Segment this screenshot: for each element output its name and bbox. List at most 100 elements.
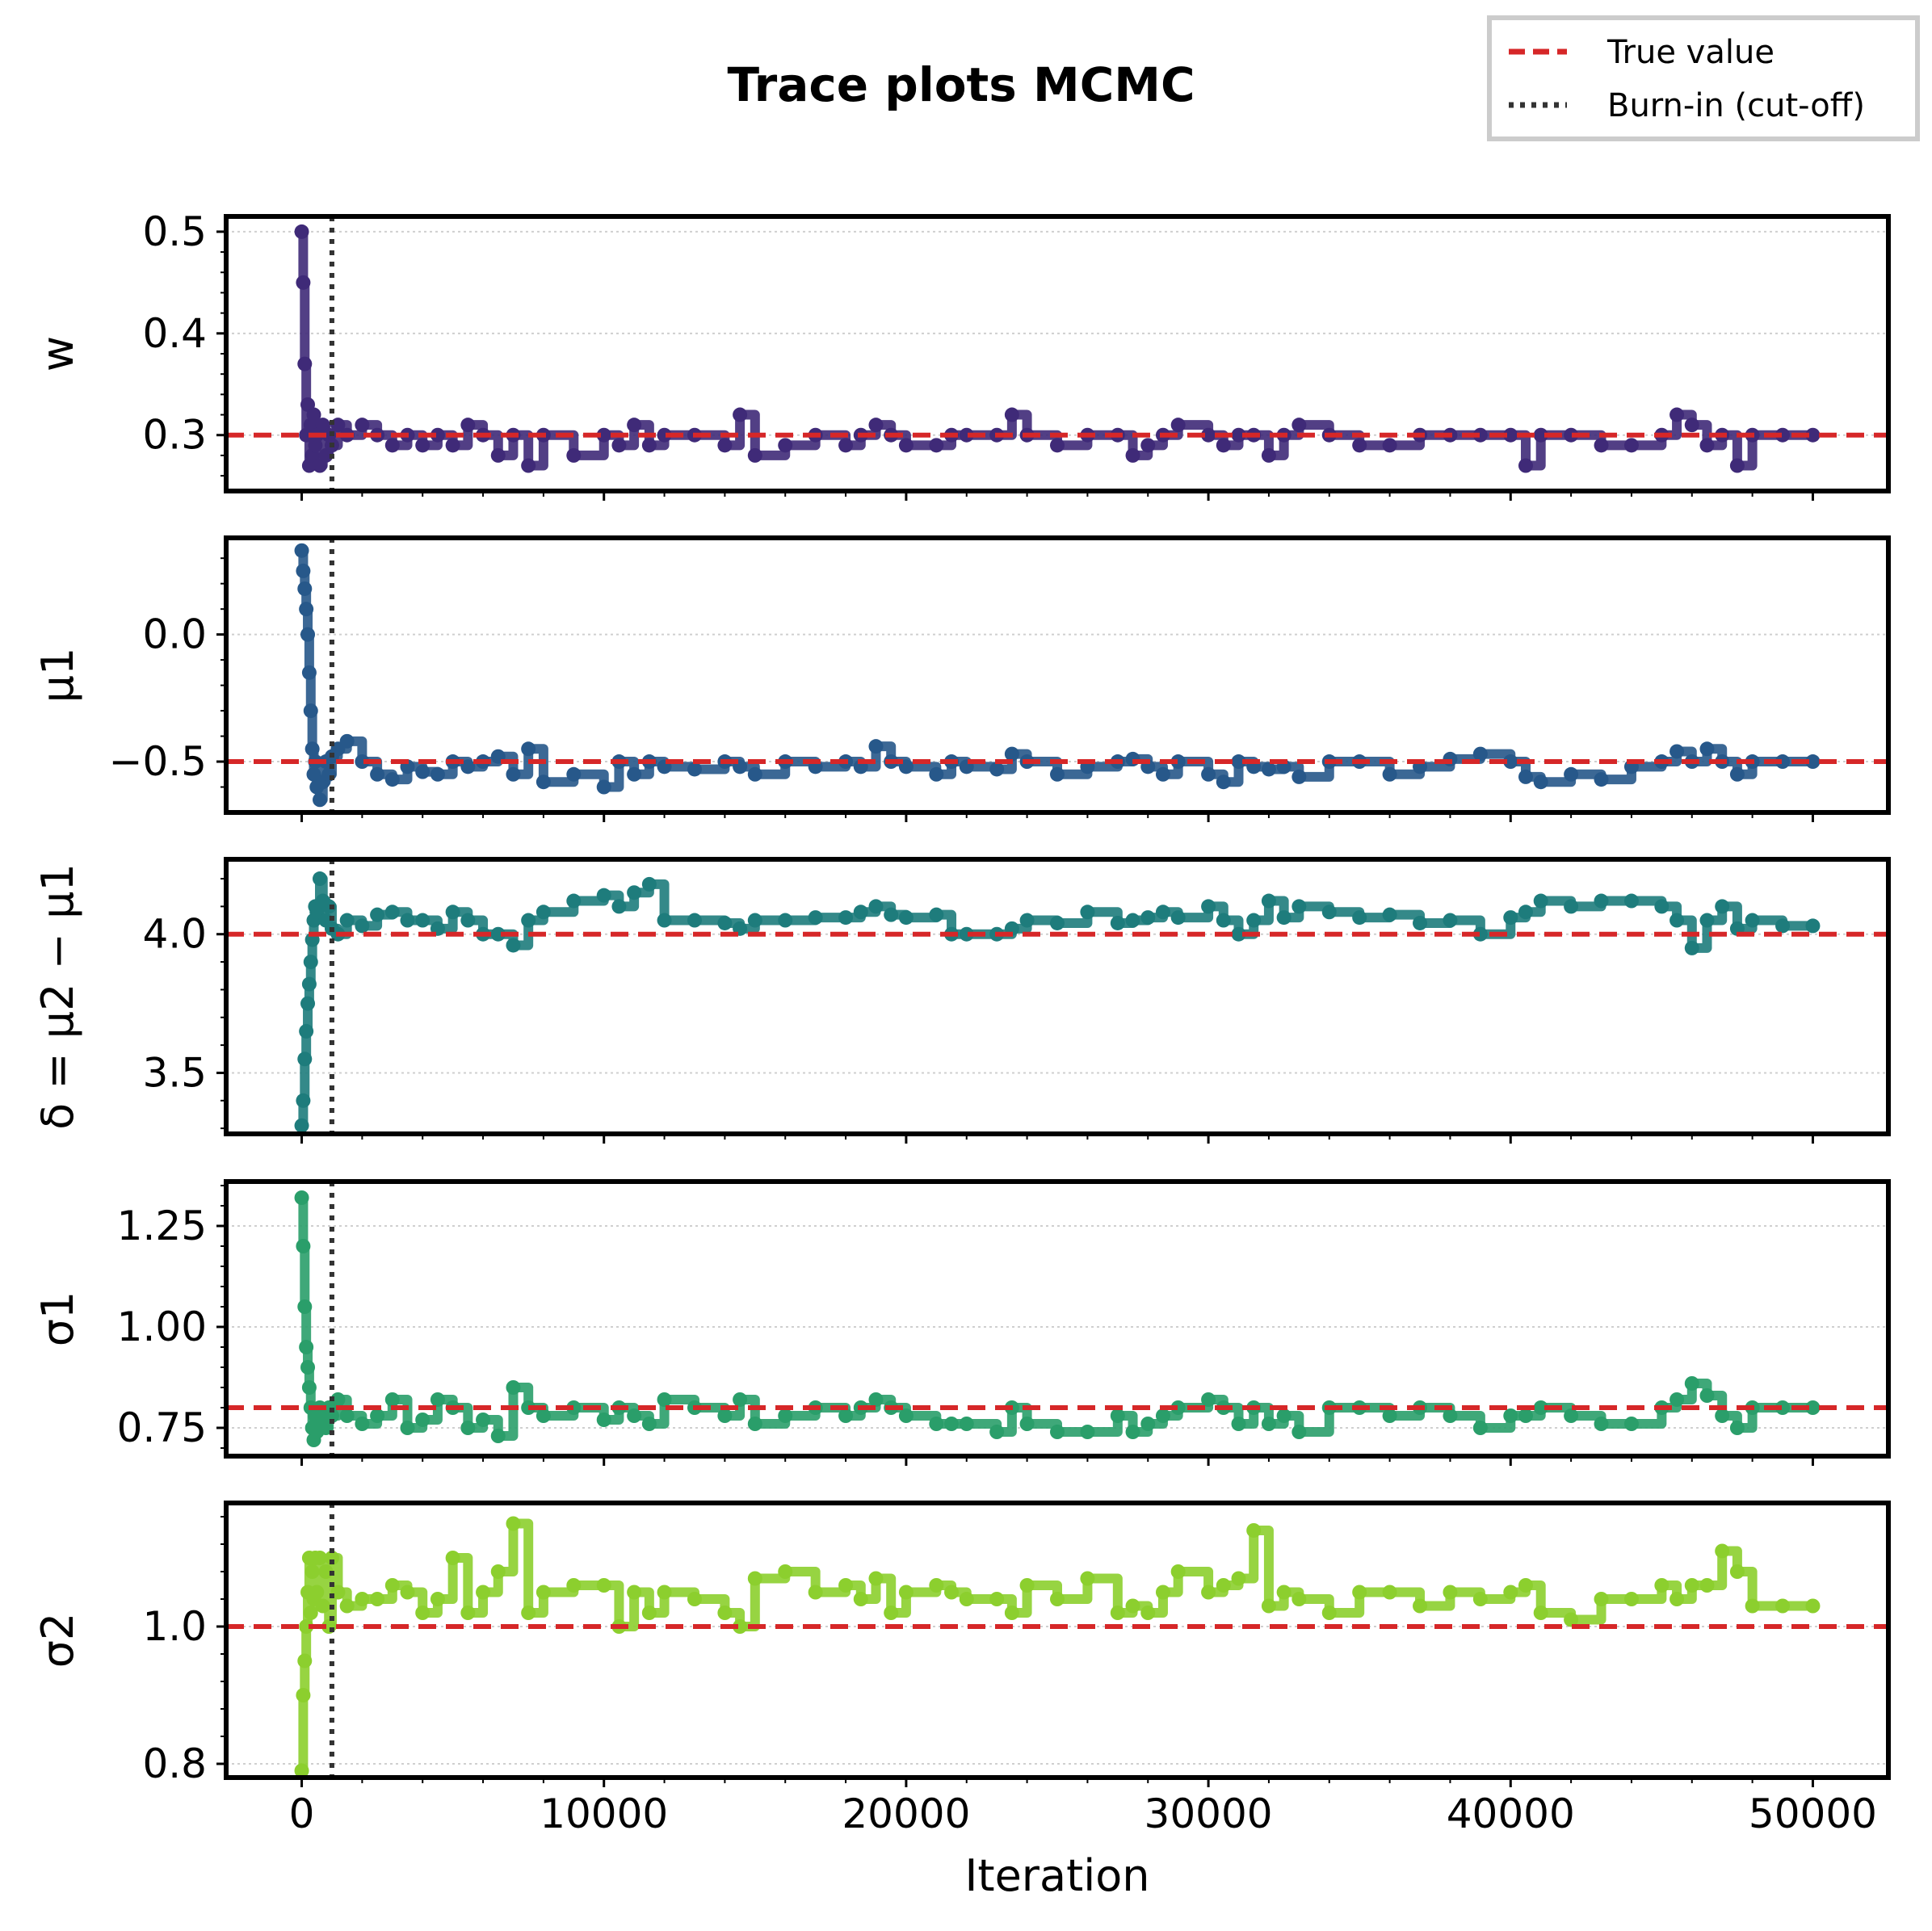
sigma2-sample-point	[1231, 1571, 1246, 1586]
mu1-sample-point	[297, 581, 313, 596]
sigma2-xtick-label: 40000	[1447, 1790, 1575, 1837]
delta-sample-point	[312, 871, 327, 887]
sigma1-sample-point	[733, 1392, 748, 1407]
sigma1-sample-point	[627, 1408, 642, 1423]
w-sample-point	[1518, 458, 1533, 473]
delta-sample-point	[1684, 940, 1699, 955]
delta-sample-point	[596, 888, 611, 903]
sigma1-sample-point	[1050, 1425, 1065, 1439]
w-sample-point	[1231, 427, 1246, 443]
sigma2-xtick-label: 20000	[842, 1790, 970, 1837]
sigma1-sample-point	[1503, 1408, 1518, 1423]
delta-sample-point	[536, 905, 551, 920]
mu1-sample-point	[596, 779, 611, 795]
sigma1-sample-point	[1623, 1417, 1639, 1431]
w-sample-point	[1564, 427, 1579, 443]
sigma2-sample-point	[1276, 1585, 1292, 1600]
delta-sample-point	[1382, 907, 1397, 922]
delta-sample-point	[294, 1118, 309, 1133]
x-axis-label: Iteration	[964, 1850, 1149, 1901]
delta-sample-point	[657, 913, 672, 928]
sigma1-sample-point	[868, 1392, 884, 1407]
sigma1-sample-point	[959, 1417, 974, 1431]
mu1-sample-point	[296, 563, 311, 578]
w-sample-point	[641, 438, 657, 453]
sigma2-sample-point	[1729, 1564, 1745, 1579]
sigma2-sample-point	[339, 1598, 355, 1614]
sigma2-sample-point	[299, 1619, 314, 1634]
sigma1-sample-point	[929, 1417, 944, 1431]
sigma2-sample-point	[566, 1578, 582, 1593]
w-sample-point	[297, 356, 313, 372]
sigma2-sample-point	[959, 1592, 974, 1606]
sigma2-ytick-label: 0.8	[142, 1740, 207, 1787]
mu1-sample-point	[868, 739, 884, 754]
mu1-sample-point	[1050, 766, 1065, 782]
delta-sample-point	[297, 1052, 313, 1067]
mu1-sample-point	[506, 766, 521, 782]
sigma2-sample-point	[1594, 1592, 1609, 1606]
delta-sample-point	[301, 976, 317, 992]
sigma2-sample-point	[1321, 1606, 1337, 1620]
sigma1-ytick-label: 1.25	[117, 1203, 207, 1249]
delta-sample-point	[1654, 899, 1670, 914]
w-sample-point	[1729, 458, 1745, 473]
delta-sample-point	[687, 913, 702, 928]
delta-sample-point	[300, 996, 316, 1011]
sigma1-sample-point	[415, 1413, 430, 1427]
sigma1-sample-point	[430, 1392, 445, 1407]
w-sample-point	[611, 438, 627, 453]
w-sample-point	[657, 427, 672, 443]
mu1-sample-point	[301, 665, 317, 680]
sigma2-sample-point	[1155, 1585, 1170, 1600]
sigma2-sample-point	[1699, 1578, 1715, 1593]
mu1-sample-point	[929, 766, 944, 782]
panel-mu1: −0.5 0.0 μ1	[32, 535, 1891, 822]
delta-sample-point	[400, 913, 415, 928]
sigma2-sample-point	[1518, 1578, 1533, 1593]
sigma2-sample-point	[476, 1585, 491, 1600]
delta-sample-point	[415, 913, 430, 928]
delta-sample-point	[1216, 913, 1231, 928]
sigma2-sample-point	[1443, 1585, 1458, 1600]
sigma1-sample-point	[1231, 1417, 1246, 1431]
w-sample-point	[294, 224, 309, 239]
mu1-sample-point	[1503, 754, 1518, 770]
mu1-sample-point	[339, 733, 355, 749]
sigma2-sample-point	[521, 1606, 536, 1620]
sigma1-sample-point	[989, 1425, 1005, 1439]
mu1-sample-point	[1170, 754, 1186, 770]
w-sample-point	[1670, 407, 1685, 422]
mu1-ytick-label: 0.0	[142, 611, 207, 658]
delta-sample-point	[627, 885, 642, 900]
mu1-sample-point	[1729, 766, 1745, 782]
mu1-sample-point	[687, 762, 702, 777]
delta-sample-point	[1472, 926, 1488, 942]
sigma1-sample-point	[657, 1392, 672, 1407]
sigma1-sample-point	[1670, 1392, 1685, 1407]
w-sample-point	[1594, 438, 1609, 453]
delta-ytick-label: 3.5	[142, 1049, 207, 1096]
sigma2-sample-point	[355, 1592, 370, 1606]
sigma1-sample-point	[1805, 1400, 1821, 1415]
mu1-sample-point	[460, 759, 476, 774]
sigma2-sample-point	[1140, 1606, 1156, 1620]
sigma1-sample-point	[476, 1413, 491, 1427]
w-sample-point	[355, 418, 370, 433]
delta-sample-point	[838, 910, 854, 926]
sigma2-sample-point	[1125, 1598, 1140, 1614]
mu1-sample-point	[430, 766, 445, 782]
sigma1-sample-point	[944, 1417, 960, 1431]
delta-sample-point	[1352, 910, 1367, 926]
sigma1-sample-point	[506, 1380, 521, 1395]
delta-sample-point	[1745, 913, 1760, 928]
sigma1-sample-point	[641, 1417, 657, 1431]
delta-sample-point	[1715, 899, 1730, 914]
delta-sample-point	[1503, 910, 1518, 926]
sigma1-sample-point	[1140, 1417, 1156, 1431]
sigma2-sample-point	[490, 1564, 506, 1579]
delta-sample-point	[1050, 915, 1065, 930]
sigma2-sample-point	[1503, 1585, 1518, 1600]
sigma1-sample-point	[1472, 1421, 1488, 1435]
delta-sample-point	[1623, 893, 1639, 909]
